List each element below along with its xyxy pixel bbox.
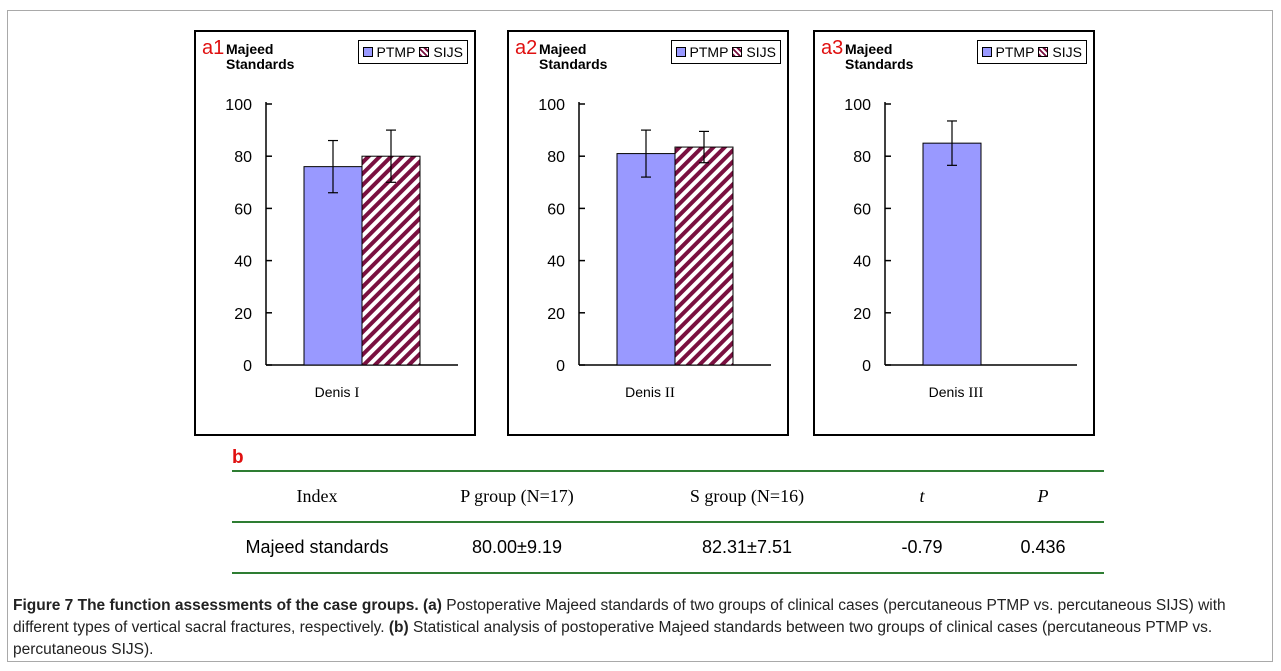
y-tick-label: 0: [243, 358, 252, 375]
chart-title: Majeed Standards: [845, 41, 914, 72]
legend-swatch-ptmp: [362, 47, 373, 57]
cell-p-group: 80.00±9.19: [472, 537, 562, 557]
legend-label-sijs: SIJS: [746, 44, 776, 60]
chart-panel-a3: 0 20 40 60 80 100 a3 Majeed Standards PTMP SI…: [813, 30, 1095, 436]
legend-swatch-sijs: [1038, 47, 1049, 57]
x-category-numeral: I: [354, 385, 360, 401]
y-tick-label: 20: [234, 306, 252, 323]
y-tick-label: 0: [556, 358, 565, 375]
legend-label-sijs: SIJS: [433, 44, 463, 60]
chart-svg: 0 20 40 60 80 100: [225, 97, 458, 375]
x-category-text: Denis: [625, 384, 661, 400]
caption-title: Figure 7 The function assessments of the…: [13, 597, 419, 614]
x-category-label: Denis II: [509, 384, 791, 402]
chart-title: Majeed Standards: [539, 41, 608, 72]
caption-a-label: (a): [423, 597, 442, 614]
y-tick-label: 40: [853, 254, 871, 271]
figure-frame: [7, 10, 1273, 662]
chart-title: Majeed Standards: [226, 41, 295, 72]
legend-swatch-sijs: [732, 47, 743, 57]
bar-ptmp: [303, 166, 363, 366]
y-tick-label: 20: [547, 306, 565, 323]
y-tick-label: 60: [234, 201, 252, 218]
legend-label-ptmp: PTMP: [689, 44, 729, 60]
caption-b-text: Statistical analysis of postoperative Ma…: [13, 619, 1213, 658]
y-tick-label: 60: [853, 201, 871, 218]
bar-sijs: [361, 155, 421, 366]
y-tick-label: 60: [547, 201, 565, 218]
header-t: t: [919, 486, 925, 506]
bar-ptmp: [616, 153, 676, 366]
x-category-label: Denis I: [196, 384, 478, 402]
y-tick-label: 40: [234, 254, 252, 271]
legend-label-ptmp: PTMP: [376, 44, 416, 60]
chart-panel-a2: 0 20 40 60 80 100 a2 Majeed Standards PTMP SI…: [507, 30, 789, 436]
panel-tag: a1: [202, 37, 225, 59]
x-category-numeral: II: [664, 385, 675, 401]
figure-caption: Figure 7 The function assessments of the…: [13, 595, 1263, 661]
chart-panel-a1: 0 20 40 60 80 100 a1 Majeed Standards PTMP SI…: [194, 30, 476, 436]
legend-label-ptmp: PTMP: [995, 44, 1035, 60]
cell-s-group: 82.31±7.51: [702, 537, 792, 557]
panel-tag: a2: [515, 37, 538, 59]
cell-index: Majeed standards: [245, 537, 389, 557]
y-tick-label: 80: [853, 149, 871, 166]
y-tick-label: 100: [538, 97, 565, 114]
chart-svg: 0 20 40 60 80 100: [538, 97, 771, 375]
header-s-group: S group (N=16): [689, 486, 805, 506]
chart-legend: PTMP SIJS: [357, 40, 468, 64]
legend-label-sijs: SIJS: [1052, 44, 1082, 60]
chart-legend: PTMP SIJS: [976, 40, 1087, 64]
cell-t: -0.79: [901, 537, 943, 557]
table-tag: b: [232, 447, 244, 468]
stats-table: Index P group (N=17) S group (N=16) t P …: [232, 470, 1104, 574]
caption-a-text: Postoperative Majeed standards of two gr…: [13, 597, 1226, 636]
header-index: Index: [296, 486, 338, 506]
chart-legend: PTMP SIJS: [670, 40, 781, 64]
bar-sijs: [674, 146, 734, 366]
table-row: Majeed standards 80.00±9.19 82.31±7.51 -…: [232, 522, 1104, 573]
panel-tag: a3: [821, 37, 844, 59]
cell-p: 0.436: [1020, 537, 1066, 557]
legend-swatch-sijs: [419, 47, 430, 57]
y-tick-label: 80: [234, 149, 252, 166]
table-header-row: Index P group (N=17) S group (N=16) t P: [232, 471, 1104, 522]
caption-b-label: (b): [388, 619, 409, 636]
legend-swatch-ptmp: [675, 47, 686, 57]
header-p-group: P group (N=17): [460, 486, 574, 506]
y-tick-label: 0: [862, 358, 871, 375]
y-tick-label: 40: [547, 254, 565, 271]
y-tick-label: 100: [225, 97, 252, 114]
chart-svg: 0 20 40 60 80 100: [844, 97, 1077, 375]
bar-ptmp: [922, 142, 982, 366]
y-tick-label: 100: [844, 97, 871, 114]
x-category-text: Denis: [314, 384, 351, 400]
x-category-text: Denis: [928, 384, 965, 400]
x-category-numeral: III: [968, 385, 984, 401]
legend-swatch-ptmp: [981, 47, 992, 57]
y-tick-label: 80: [547, 149, 565, 166]
header-p: P: [1037, 486, 1049, 506]
x-category-label: Denis III: [815, 384, 1097, 402]
y-tick-label: 20: [853, 306, 871, 323]
